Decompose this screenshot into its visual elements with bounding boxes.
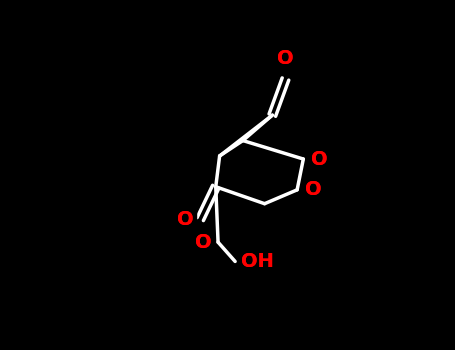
- Text: O: O: [177, 210, 194, 229]
- Bar: [204, 235, 213, 249]
- Text: O: O: [305, 180, 322, 199]
- Text: OH: OH: [241, 252, 274, 271]
- Bar: [240, 254, 255, 268]
- Text: O: O: [305, 180, 322, 199]
- Text: O: O: [195, 233, 212, 252]
- Bar: [309, 152, 319, 166]
- Text: O: O: [311, 149, 328, 169]
- Bar: [303, 183, 313, 197]
- Bar: [186, 212, 196, 226]
- Text: O: O: [277, 49, 294, 68]
- Text: O: O: [277, 49, 294, 68]
- Text: O: O: [177, 210, 194, 229]
- Text: OH: OH: [241, 252, 274, 271]
- Text: O: O: [195, 233, 212, 252]
- Bar: [281, 61, 290, 75]
- Text: O: O: [311, 149, 328, 169]
